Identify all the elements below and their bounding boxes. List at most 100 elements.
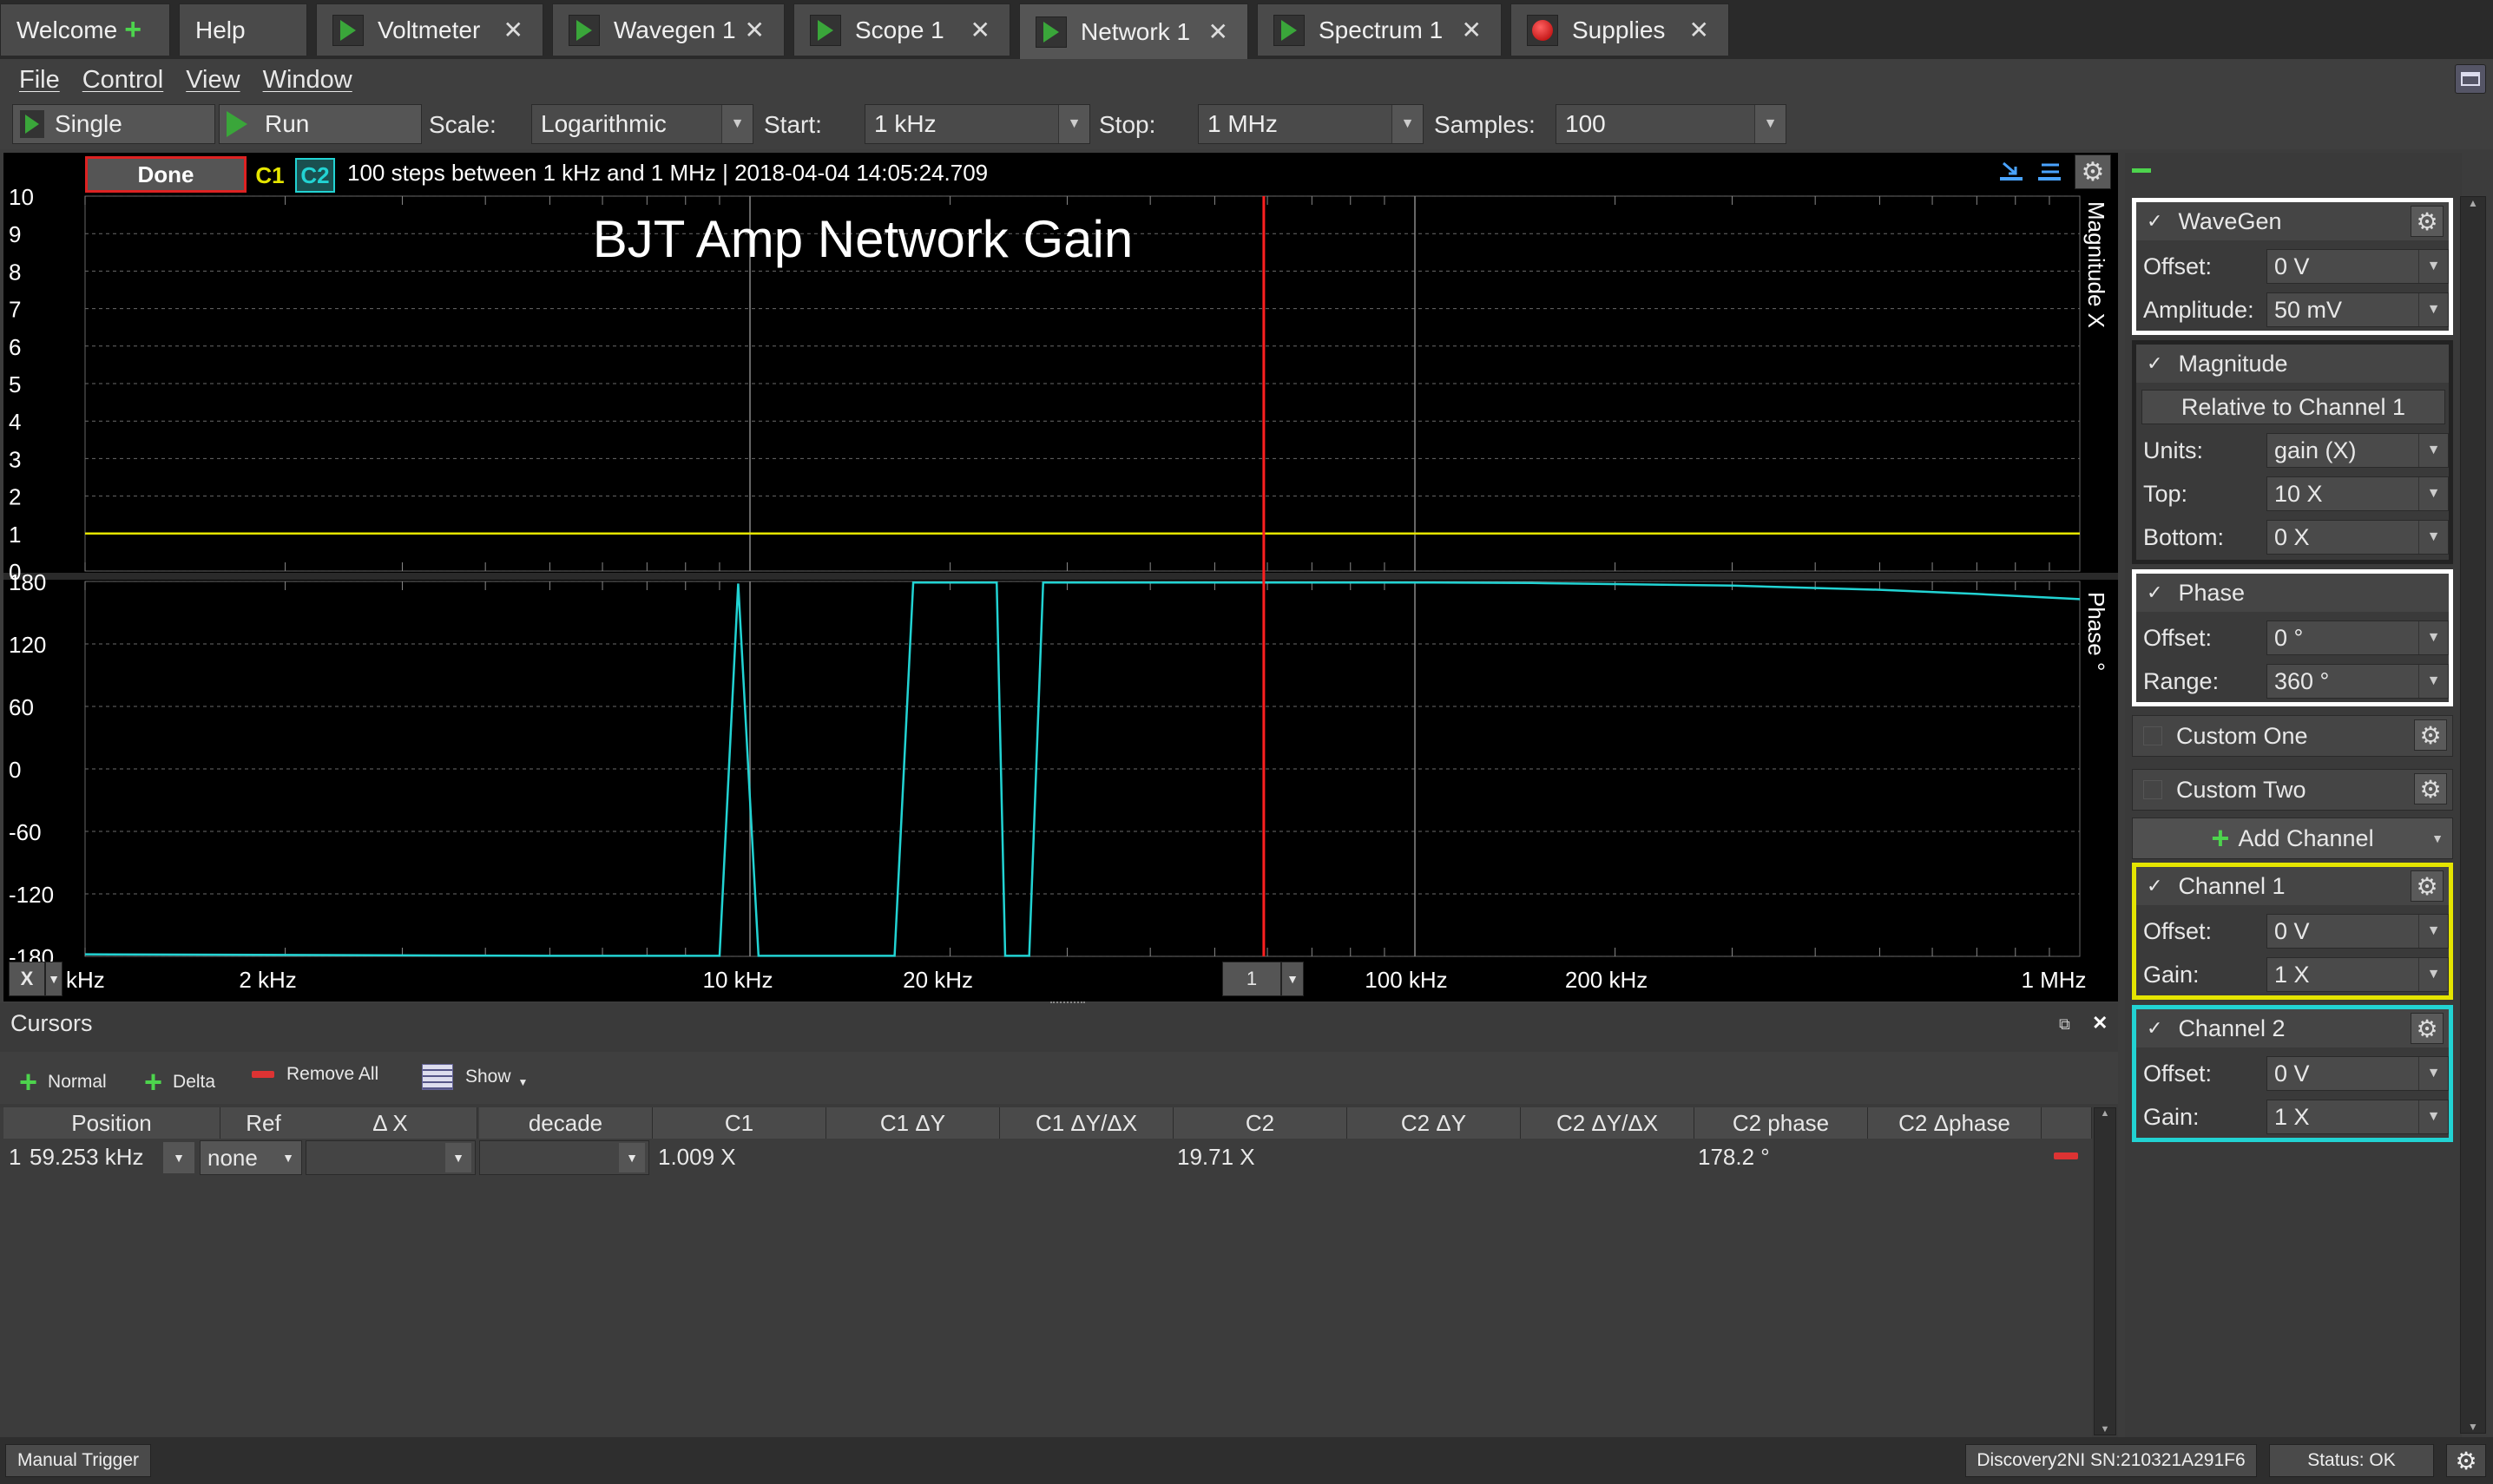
tab-scope[interactable]: Scope 1 ✕ bbox=[793, 3, 1010, 56]
x-axis-button[interactable]: X bbox=[9, 962, 45, 996]
chevron-down-icon[interactable]: ▼ bbox=[163, 1142, 194, 1173]
column-header[interactable]: C1 ΔY/ΔX bbox=[1000, 1107, 1174, 1139]
phase-offset-field[interactable]: 0 ° ▼ bbox=[2266, 621, 2449, 655]
phase-range-field[interactable]: 360 ° ▼ bbox=[2266, 664, 2449, 699]
column-header[interactable]: C1 ΔY bbox=[826, 1107, 1000, 1139]
channel1-offset-field[interactable]: 0 V ▼ bbox=[2266, 914, 2449, 949]
close-icon[interactable]: ✕ bbox=[970, 16, 990, 43]
zoom-value[interactable]: 1 bbox=[1222, 962, 1281, 996]
wavegen-amplitude-field[interactable]: 50 mV ▼ bbox=[2266, 292, 2449, 327]
panel-scrollbar[interactable]: ▲ ▼ bbox=[2460, 196, 2486, 1434]
close-icon[interactable]: ✕ bbox=[1688, 16, 1709, 43]
magnitude-tick-label: 9 bbox=[9, 221, 21, 247]
decade-field[interactable]: ▼ bbox=[479, 1140, 649, 1175]
column-header[interactable]: C2 Δphase bbox=[1868, 1107, 2042, 1139]
run-button[interactable]: Run bbox=[219, 104, 422, 144]
device-button[interactable]: Discovery2NI SN:210321A291F6 bbox=[1965, 1444, 2257, 1477]
magnitude-tick-label: 10 bbox=[9, 184, 34, 210]
checkbox-checked-icon[interactable]: ✓ bbox=[2147, 352, 2163, 374]
menu-view[interactable]: View bbox=[186, 65, 240, 94]
gear-icon[interactable]: ⚙ bbox=[2075, 154, 2111, 189]
start-select[interactable]: 1 kHz ▼ bbox=[865, 104, 1090, 144]
gear-icon[interactable]: ⚙ bbox=[2411, 1013, 2444, 1044]
tab-welcome[interactable]: Welcome + bbox=[0, 3, 170, 56]
stop-select[interactable]: 1 MHz ▼ bbox=[1198, 104, 1424, 144]
tab-voltmeter[interactable]: Voltmeter ✕ bbox=[316, 3, 543, 56]
manual-trigger-button[interactable]: Manual Trigger bbox=[5, 1444, 151, 1477]
checkbox-checked-icon[interactable]: ✓ bbox=[2147, 875, 2163, 896]
add-channel-button[interactable]: + Add Channel ▼ bbox=[2132, 818, 2453, 859]
samples-select[interactable]: 100 ▼ bbox=[1556, 104, 1786, 144]
gear-icon[interactable]: ⚙ bbox=[2411, 870, 2444, 902]
custom-two-item[interactable]: Custom Two ⚙ bbox=[2132, 769, 2453, 811]
close-icon[interactable]: ✕ bbox=[2092, 1012, 2108, 1034]
gear-icon[interactable]: ⚙ bbox=[2446, 1444, 2486, 1477]
wavegen-offset-field[interactable]: 0 V ▼ bbox=[2266, 249, 2449, 284]
checkbox-unchecked-icon[interactable] bbox=[2143, 780, 2162, 799]
delta-x-field[interactable]: ▼ bbox=[306, 1140, 476, 1175]
tab-wavegen[interactable]: Wavegen 1 ✕ bbox=[552, 3, 785, 56]
column-header[interactable]: C2 ΔY bbox=[1347, 1107, 1521, 1139]
tab-spectrum[interactable]: Spectrum 1 ✕ bbox=[1257, 3, 1502, 56]
channel2-offset-field[interactable]: 0 V ▼ bbox=[2266, 1056, 2449, 1091]
ref-select[interactable]: none ▼ bbox=[200, 1140, 302, 1175]
menu-window[interactable]: Window bbox=[262, 65, 352, 94]
top-field[interactable]: 10 X ▼ bbox=[2266, 476, 2449, 511]
column-header[interactable]: C2 phase bbox=[1694, 1107, 1868, 1139]
gear-icon[interactable]: ⚙ bbox=[2414, 773, 2447, 804]
bottom-field[interactable]: 0 X ▼ bbox=[2266, 520, 2449, 555]
collapse-icon[interactable] bbox=[2132, 168, 2151, 173]
show-button[interactable]: Show ▼ bbox=[422, 1064, 528, 1090]
menu-control[interactable]: Control bbox=[82, 65, 164, 94]
restore-window-icon[interactable] bbox=[2455, 64, 2486, 94]
column-header[interactable]: C2 bbox=[1174, 1107, 1347, 1139]
close-icon[interactable]: ✕ bbox=[1207, 18, 1228, 45]
menu-file[interactable]: File bbox=[19, 65, 60, 94]
column-header[interactable]: C2 ΔY/ΔX bbox=[1521, 1107, 1694, 1139]
checkbox-unchecked-icon[interactable] bbox=[2143, 726, 2162, 745]
tab-supplies[interactable]: Supplies ✕ bbox=[1510, 3, 1729, 56]
column-header[interactable]: C1 bbox=[653, 1107, 826, 1139]
delta-cursor-button[interactable]: + Delta bbox=[144, 1064, 216, 1100]
column-header[interactable]: Position bbox=[3, 1107, 220, 1139]
c1-indicator[interactable]: C1 bbox=[255, 161, 285, 188]
position-field[interactable]: 59.253 kHz bbox=[30, 1143, 144, 1170]
channel2-gain-field[interactable]: 1 X ▼ bbox=[2266, 1100, 2449, 1134]
status-indicator[interactable]: Status: OK bbox=[2269, 1444, 2434, 1477]
chevron-down-icon[interactable]: ▼ bbox=[1281, 962, 1304, 996]
scale-select[interactable]: Logarithmic ▼ bbox=[531, 104, 753, 144]
normal-cursor-button[interactable]: + Normal bbox=[19, 1064, 107, 1100]
c2-indicator[interactable]: C2 bbox=[295, 158, 335, 193]
units-select[interactable]: gain (X) ▼ bbox=[2266, 433, 2449, 468]
gear-icon[interactable]: ⚙ bbox=[2411, 206, 2444, 237]
close-icon[interactable]: ✕ bbox=[744, 16, 765, 43]
column-header[interactable]: Ref bbox=[220, 1107, 307, 1139]
checkbox-checked-icon[interactable]: ✓ bbox=[2147, 1017, 2163, 1039]
column-header[interactable]: Δ X bbox=[304, 1107, 477, 1139]
column-header[interactable]: decade bbox=[479, 1107, 653, 1139]
close-icon[interactable]: ✕ bbox=[1461, 16, 1482, 43]
checkbox-checked-icon[interactable]: ✓ bbox=[2147, 210, 2163, 232]
single-button[interactable]: Single bbox=[12, 104, 215, 144]
undock-icon[interactable]: ⧉ bbox=[2059, 1015, 2070, 1033]
export-icon[interactable] bbox=[1996, 156, 2026, 186]
splitter-handle[interactable] bbox=[1050, 1001, 1085, 1007]
checkbox-checked-icon[interactable]: ✓ bbox=[2147, 581, 2163, 603]
remove-all-button[interactable]: Remove All bbox=[252, 1064, 378, 1085]
table-scrollbar[interactable]: ▲ ▼ bbox=[2094, 1107, 2116, 1435]
network-plot[interactable]: 10 9 8 7 6 5 4 3 2 1 0 180 120 60 0 -60 -120 -180 BJT Am… bbox=[3, 153, 2118, 1001]
chevron-down-icon: ▼ bbox=[2418, 915, 2448, 948]
remove-cursor-icon[interactable] bbox=[2054, 1152, 2078, 1159]
scale-label: Scale: bbox=[429, 111, 497, 138]
channel1-gain-field[interactable]: 1 X ▼ bbox=[2266, 957, 2449, 992]
gear-icon[interactable]: ⚙ bbox=[2414, 719, 2447, 751]
autoscale-icon[interactable] bbox=[2035, 156, 2064, 186]
tab-help[interactable]: Help bbox=[179, 3, 307, 56]
custom-one-item[interactable]: Custom One ⚙ bbox=[2132, 715, 2453, 757]
close-icon[interactable]: ✕ bbox=[503, 16, 523, 43]
tab-network[interactable]: Network 1 ✕ bbox=[1019, 3, 1248, 59]
relative-to-channel-button[interactable]: Relative to Channel 1 bbox=[2141, 390, 2445, 424]
chevron-down-icon[interactable]: ▼ bbox=[45, 962, 62, 996]
